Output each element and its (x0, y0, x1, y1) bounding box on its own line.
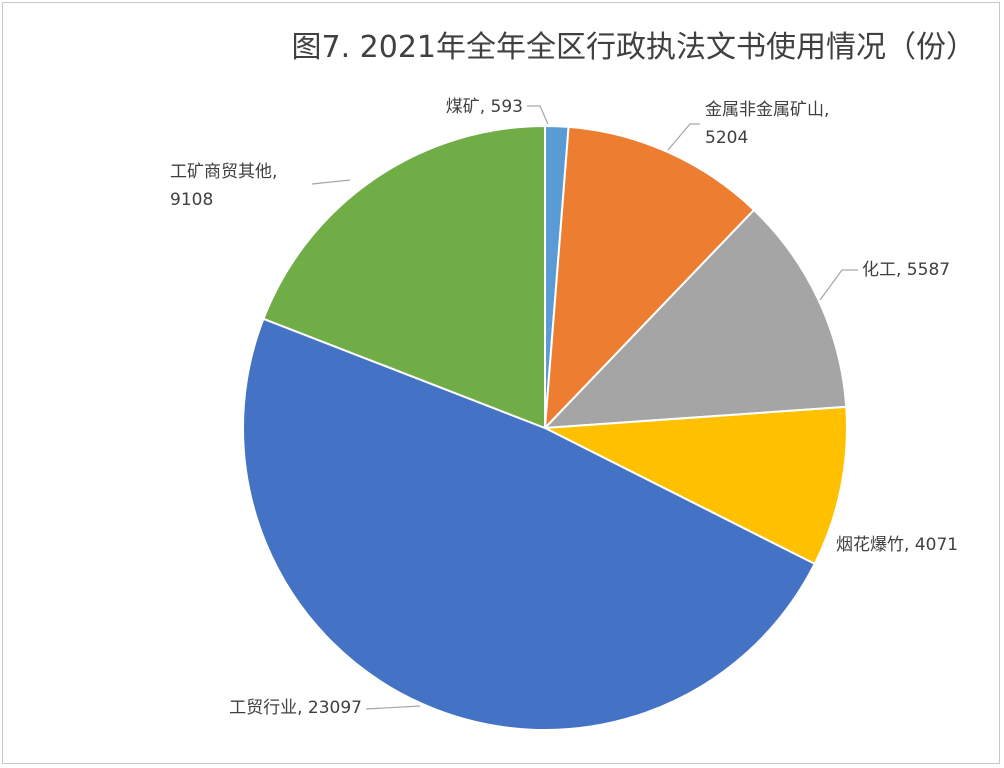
leader-line (819, 269, 858, 301)
leader-line (365, 705, 421, 710)
leader-line (527, 105, 549, 125)
leader-lines (311, 105, 858, 710)
data-label: 烟花爆竹, 4071 (836, 535, 959, 555)
data-label: 工贸行业, 23097 (229, 698, 362, 718)
pie-slice (242, 317, 817, 731)
chart-title: 图7. 2021年全年全区行政执法文书使用情况（份） (291, 30, 976, 65)
pie-slice (541, 405, 848, 566)
pie-slice (543, 125, 756, 431)
pie-slice (262, 124, 546, 430)
data-label: 煤矿, 593 (445, 97, 523, 117)
data-label: 金属非金属矿山, 5204 (705, 100, 830, 148)
leader-line (667, 123, 700, 151)
leader-line (311, 179, 351, 185)
data-label: 工矿商贸其他, 9108 (170, 162, 278, 210)
pie-slice (542, 208, 848, 430)
data-label: 化工, 5587 (862, 260, 951, 280)
